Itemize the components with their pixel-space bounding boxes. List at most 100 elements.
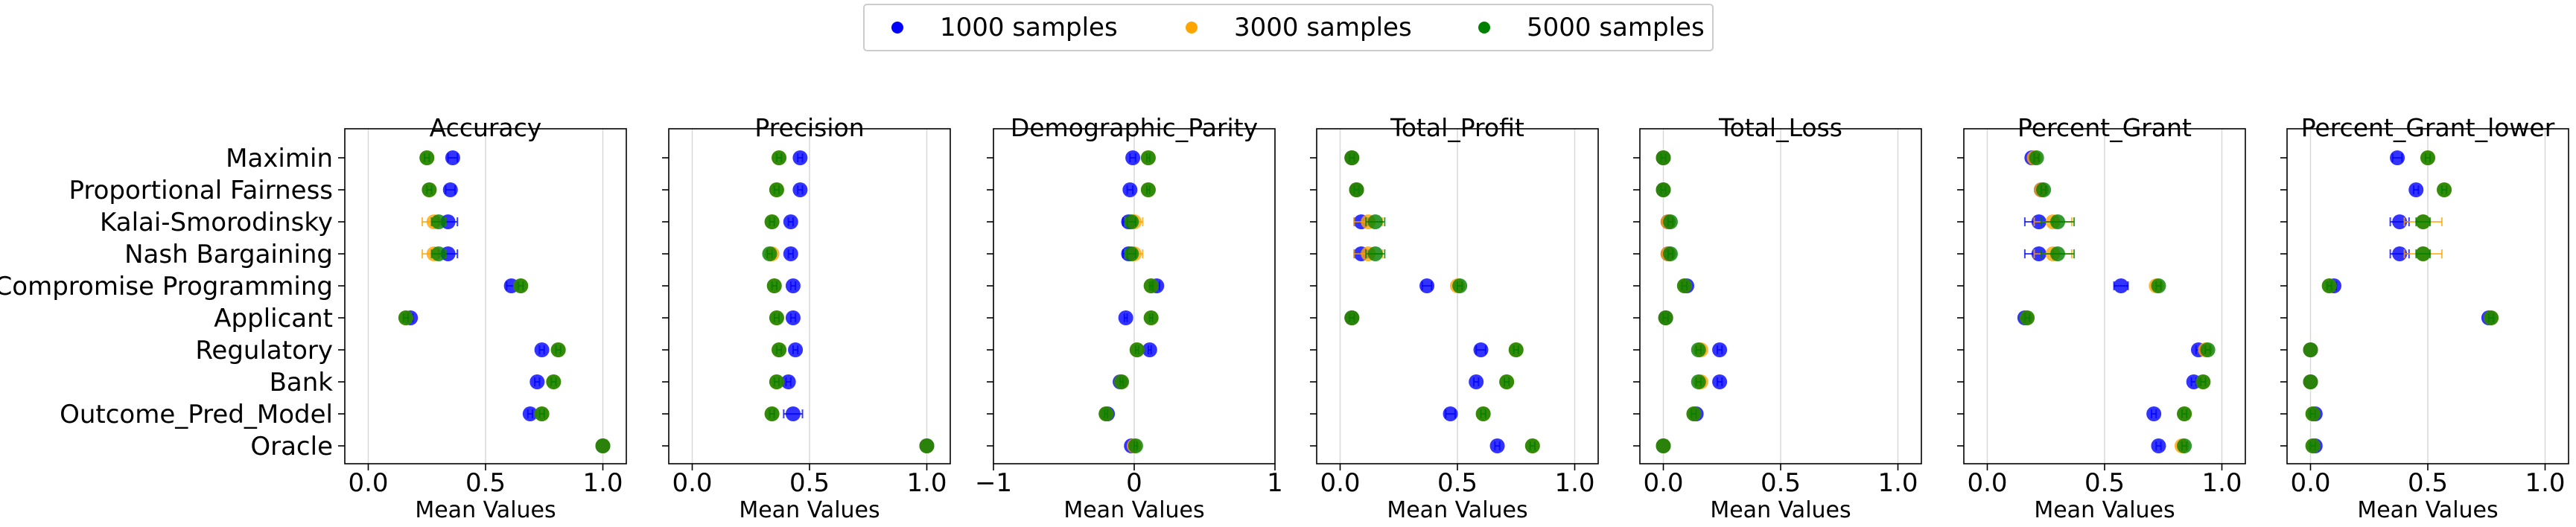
data-point: [1129, 342, 1145, 357]
data-point: [1122, 182, 1138, 197]
panel-accuracy: Accuracy 0.0 0.5 1.0 Mean Values Maximin Propo…: [0, 113, 627, 523]
series-3: [398, 150, 611, 453]
data-point: [2195, 374, 2211, 389]
data-point: [769, 310, 784, 325]
data-point: [785, 406, 801, 421]
data-point: [1113, 374, 1129, 389]
x-tick-label: 0: [1126, 468, 1142, 498]
data-point: [2392, 246, 2408, 261]
data-point: [2305, 406, 2321, 421]
series-3: [1344, 150, 1540, 453]
x-tick-label: 0.0: [348, 468, 388, 498]
data-point: [772, 342, 787, 357]
panel-title: Total_Profit: [1390, 113, 1524, 142]
panel-total_loss: Total_Loss 0.0 0.5 1.0 Mean Values: [1633, 113, 1922, 523]
data-point: [1143, 310, 1159, 325]
y-tick-label: Bank: [270, 368, 334, 397]
y-tick-label: Oracle: [250, 432, 333, 461]
data-point: [1469, 374, 1484, 389]
series-3: [1098, 150, 1159, 453]
series-1: [780, 150, 935, 453]
data-point: [2177, 438, 2192, 453]
legend: 1000 samples 3000 samples 5000 samples: [863, 4, 1714, 51]
data-point: [1124, 214, 1139, 229]
data-point: [2390, 150, 2405, 165]
chart-panels: Accuracy 0.0 0.5 1.0 Mean Values Maximin Propo…: [0, 113, 2569, 523]
series-2: [1344, 150, 1540, 453]
data-point: [792, 182, 808, 197]
data-point: [780, 374, 796, 389]
data-point: [534, 342, 550, 357]
data-point: [1656, 182, 1671, 197]
data-point: [1475, 406, 1491, 421]
data-point: [2200, 342, 2216, 357]
series-3: [2303, 150, 2499, 453]
data-point: [546, 374, 562, 389]
x-axis-label: Mean Values: [2357, 497, 2498, 523]
data-point: [1524, 438, 1540, 453]
data-point: [595, 438, 611, 453]
series-1: [2303, 150, 2496, 453]
y-tick-label: Applicant: [214, 304, 333, 333]
data-point: [2305, 438, 2321, 453]
data-point: [1367, 214, 1383, 229]
data-point: [2036, 182, 2052, 197]
data-point: [1499, 374, 1515, 389]
data-point: [2151, 438, 2166, 453]
legend-marker-1: [891, 22, 903, 33]
data-point: [1349, 182, 1364, 197]
data-point: [1489, 438, 1505, 453]
x-tick-label: 0.0: [2290, 468, 2330, 498]
data-point: [769, 374, 784, 389]
data-point: [1712, 374, 1728, 389]
data-point: [2114, 278, 2129, 293]
data-point: [766, 278, 782, 293]
x-tick-label: 0.5: [2084, 468, 2125, 498]
data-point: [2151, 278, 2166, 293]
legend-label-2: 3000 samples: [1234, 13, 1412, 42]
y-tick-label: Proportional Fairness: [69, 176, 333, 205]
legend-label-3: 5000 samples: [1527, 13, 1705, 42]
x-tick-label: 0.0: [1967, 468, 2007, 498]
x-tick-label: 1.0: [582, 468, 623, 498]
x-tick-label: 0.5: [465, 468, 506, 498]
panel-title: Total_Loss: [1718, 113, 1842, 142]
data-point: [2303, 374, 2318, 389]
data-point: [1140, 150, 1156, 165]
data-point: [1344, 150, 1360, 165]
panel-title: Demographic_Parity: [1011, 113, 1258, 142]
x-tick-label: 1.0: [1554, 468, 1594, 498]
x-axis-label: Mean Values: [1387, 497, 1527, 523]
panel-title: Accuracy: [430, 113, 542, 142]
data-point: [919, 438, 935, 453]
x-tick-label: 0.5: [2408, 468, 2448, 498]
data-point: [550, 342, 566, 357]
panel-demographic_parity: Demographic_Parity −1 0 1 Mean Values: [975, 113, 1283, 523]
data-point: [1124, 246, 1139, 261]
data-point: [1419, 278, 1435, 293]
x-tick-label: 0.5: [1437, 468, 1478, 498]
data-point: [513, 278, 529, 293]
data-point: [2415, 214, 2431, 229]
x-axis-label: Mean Values: [1063, 497, 1204, 523]
y-tick-label: Maximin: [226, 144, 333, 173]
x-axis-label: Mean Values: [2034, 497, 2175, 523]
panel-title: Percent_Grant: [2017, 113, 2192, 142]
data-point: [769, 182, 784, 197]
x-tick-label: 1.0: [906, 468, 947, 498]
data-point: [2437, 182, 2452, 197]
data-point: [2050, 246, 2065, 261]
series-3: [762, 150, 935, 453]
data-point: [2408, 182, 2424, 197]
data-point: [2146, 406, 2162, 421]
data-point: [785, 278, 801, 293]
y-tick-label: Outcome_Pred_Model: [60, 400, 333, 429]
data-point: [431, 246, 446, 261]
panel-percent_grant_lower: Percent_Grant_lower 0.0 0.5 1.0 Mean Values: [2280, 113, 2569, 523]
data-point: [2177, 406, 2192, 421]
x-tick-label: −1: [975, 468, 1012, 498]
x-tick-label: 1: [1267, 468, 1283, 498]
data-point: [1712, 342, 1728, 357]
data-point: [1508, 342, 1524, 357]
data-point: [422, 182, 437, 197]
